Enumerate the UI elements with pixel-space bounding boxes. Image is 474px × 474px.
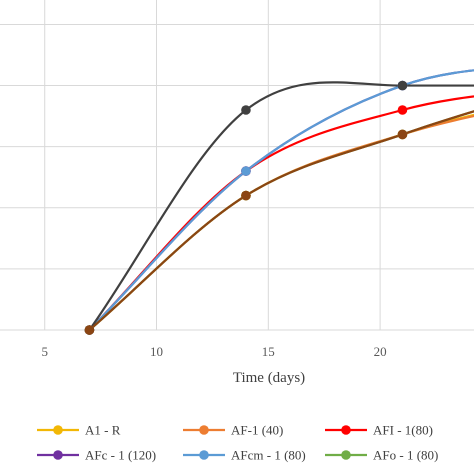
x-tick-label: 15 (262, 344, 275, 359)
x-axis-ticks: 5 10 15 20 (41, 344, 386, 359)
legend-label: AFcm - 1 (80) (231, 448, 306, 463)
legend-label: AFc - 1 (120) (85, 448, 156, 463)
series-line (88, 69, 474, 331)
series-line (88, 114, 474, 331)
data-point (397, 80, 408, 91)
legend-marker (53, 450, 63, 460)
series-markers (84, 80, 408, 335)
x-tick-label: 10 (150, 344, 163, 359)
legend: A1 - R AF-1 (40) AFI - 1(80) AFc - 1 (120) A… (37, 423, 438, 463)
legend-label: AF-1 (40) (231, 423, 283, 438)
data-point (241, 105, 251, 115)
series-line (88, 110, 474, 331)
legend-marker (199, 425, 209, 435)
x-tick-label: 20 (374, 344, 387, 359)
data-point (241, 190, 251, 201)
series-lines (88, 69, 474, 331)
data-point (397, 105, 408, 115)
data-point (84, 325, 95, 335)
gridlines (0, 0, 474, 331)
legend-label: A1 - R (85, 423, 121, 438)
x-axis-title: Time (days) (233, 370, 305, 386)
legend-marker (53, 425, 63, 435)
legend-marker (341, 425, 351, 435)
series-line (88, 69, 474, 331)
legend-label: AFI - 1(80) (373, 423, 433, 438)
legend-marker (199, 450, 209, 460)
legend-label: AFo - 1 (80) (373, 448, 438, 463)
x-tick-label: 5 (41, 344, 48, 359)
data-point (241, 166, 251, 176)
legend-marker (341, 450, 351, 460)
data-point (397, 129, 408, 140)
series-line (88, 81, 474, 331)
